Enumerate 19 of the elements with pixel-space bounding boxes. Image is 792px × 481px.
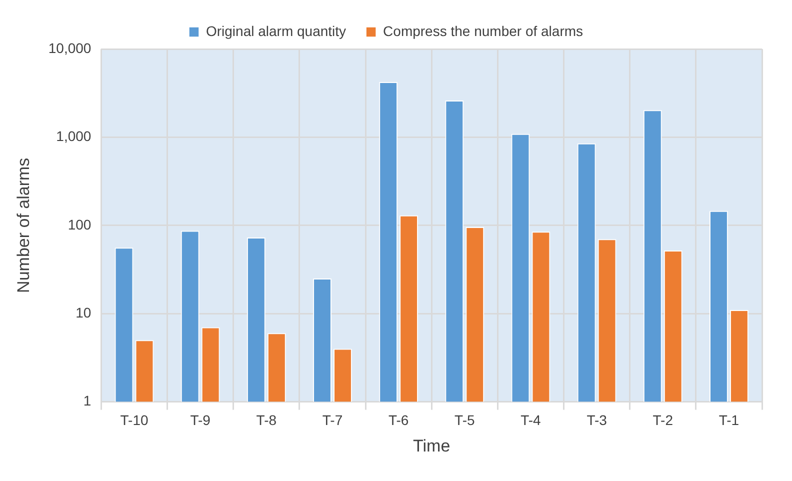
y-tick-label: 1,000 <box>56 128 92 144</box>
x-tick-label: T-8 <box>256 412 277 428</box>
y-tick-label: 100 <box>68 216 92 232</box>
x-tick-label: T-7 <box>322 412 343 428</box>
x-tick-label: T-2 <box>652 412 674 428</box>
legend-label: Original alarm quantity <box>206 22 346 39</box>
x-tick-label: T-1 <box>718 412 740 428</box>
x-tick-label: T-4 <box>520 412 542 428</box>
x-tick-label: T-3 <box>586 412 608 428</box>
y-tick-label: 10,000 <box>48 40 92 56</box>
y-tick-label: 10 <box>76 304 92 320</box>
legend-label: Compress the number of alarms <box>383 22 584 39</box>
x-tick-label: T-10 <box>120 412 148 428</box>
x-tick-label: T-6 <box>388 412 409 428</box>
x-tick-label: T-9 <box>190 412 211 428</box>
x-axis-title: Time <box>413 436 450 456</box>
y-tick-label: 1 <box>83 392 92 409</box>
x-tick-label: T-5 <box>454 412 475 428</box>
y-axis-title: Number of alarms <box>14 158 33 293</box>
